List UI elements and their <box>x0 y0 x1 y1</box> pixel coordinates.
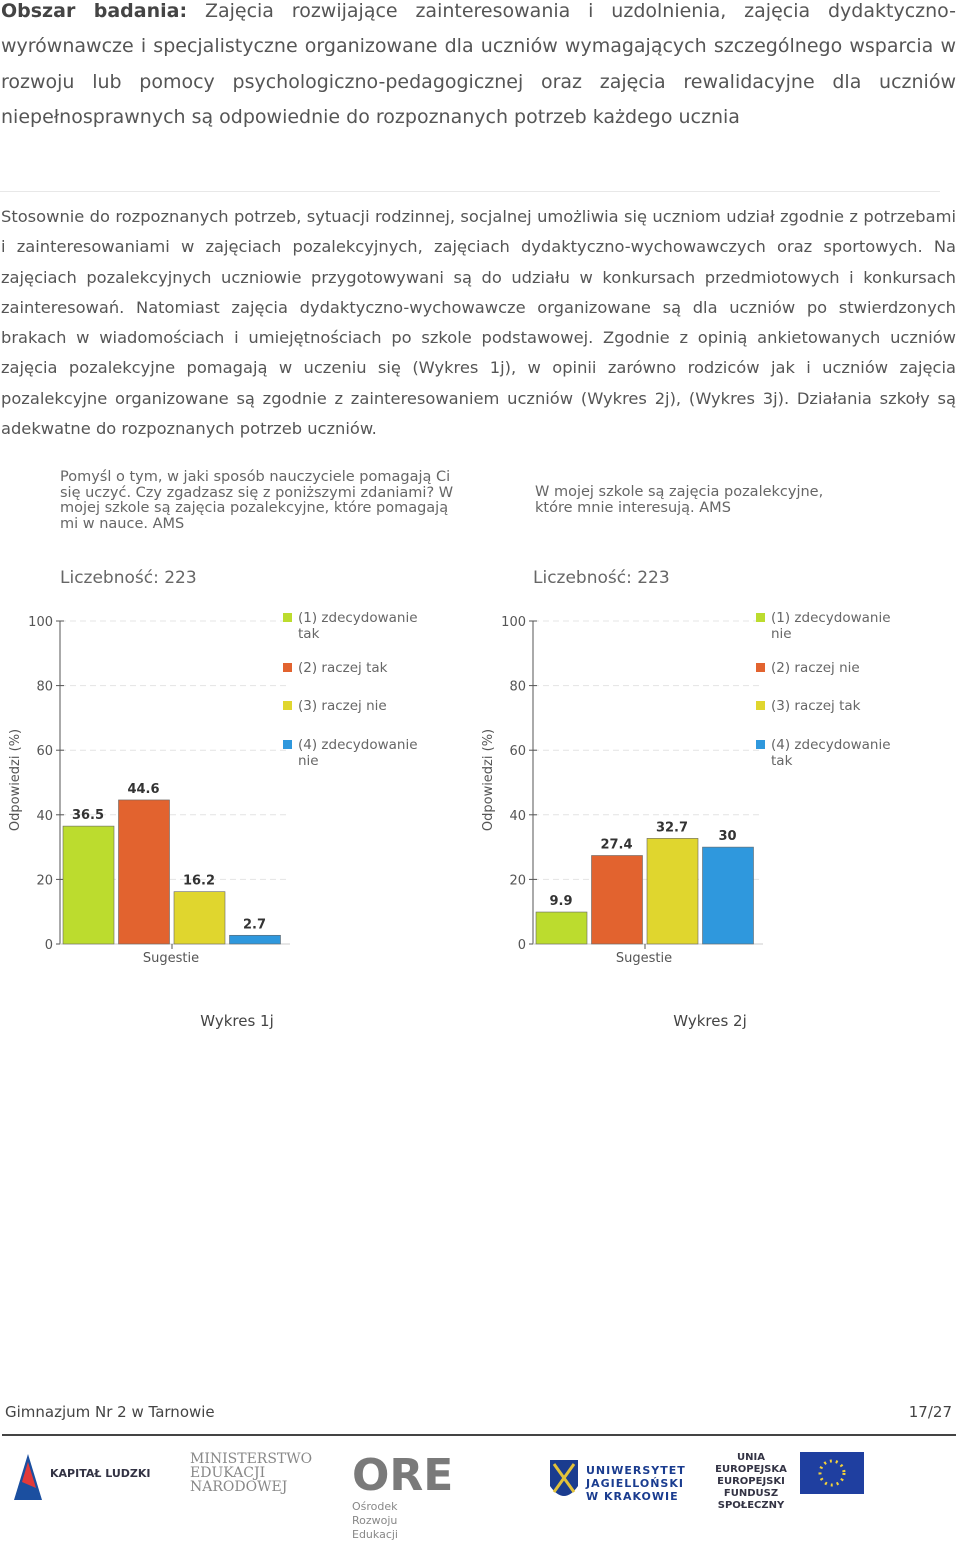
data-label: 9.9 <box>549 894 572 909</box>
data-label: 30 <box>718 829 736 844</box>
y-tick-label: 20 <box>509 873 526 888</box>
y-tick-label: 0 <box>45 938 53 953</box>
logo-icon <box>14 1454 42 1500</box>
footer-page: 17/27 <box>908 1403 952 1421</box>
logo-text: ORE <box>352 1450 454 1501</box>
legend-item: (2) raczej nie <box>756 660 911 676</box>
logo-text: UNIWERSYTET JAGIELLOŃSKI W KRAKOWIE <box>586 1464 686 1503</box>
logo: UNIWERSYTET JAGIELLOŃSKI W KRAKOWIE <box>548 1452 688 1506</box>
legend-label: (4) zdecydowanie tak <box>771 737 891 769</box>
bar <box>118 799 170 945</box>
data-label: 36.5 <box>72 808 104 823</box>
legend-swatch <box>756 740 765 749</box>
data-label: 27.4 <box>600 837 632 852</box>
legend-label: (1) zdecydowanie tak <box>298 610 418 642</box>
legend-swatch <box>756 701 765 710</box>
logo: KAPITAŁ LUDZKI <box>10 1452 170 1502</box>
y-tick-label: 60 <box>36 744 53 759</box>
heading: Obszar badania: Zajęcia rozwijające zain… <box>1 0 956 135</box>
paragraph: Stosownie do rozpoznanych potrzeb, sytua… <box>1 207 956 439</box>
legend-label: (2) raczej tak <box>298 660 388 676</box>
legend-item: (1) zdecydowanie tak <box>283 610 438 642</box>
bar <box>173 891 226 945</box>
legend-item: (4) zdecydowanie tak <box>756 737 911 769</box>
legend-label: (4) zdecydowanie nie <box>298 737 418 769</box>
caption: Wykres 1j <box>200 1012 274 1030</box>
legend-swatch <box>283 613 292 622</box>
y-tick-label: 100 <box>501 615 526 630</box>
chart-title: Pomyśl o tym, w jaki sposób nauczyciele … <box>60 469 454 532</box>
x-axis-label: Sugestie <box>616 951 672 966</box>
legend-swatch <box>283 701 292 710</box>
legend-item: (3) raczej nie <box>283 698 438 714</box>
legend-label: (2) raczej nie <box>771 660 860 676</box>
y-axis-label: Odpowiedzi (%) <box>8 729 23 831</box>
bar <box>646 838 699 945</box>
plot: 0 20 40 60 80 100 9.9 27.4 32.7 30 Sugestie Odpowie… <box>481 615 763 966</box>
legend-label: (3) raczej tak <box>771 698 861 714</box>
legend-swatch <box>283 740 292 749</box>
y-tick-label: 100 <box>28 615 53 630</box>
chart-subtitle: Liczebność: 223 <box>533 568 670 588</box>
logo-text: KAPITAŁ LUDZKI <box>50 1467 151 1480</box>
chart-title: W mojej szkole są zajęcia pozalekcyjne, … <box>535 484 824 516</box>
data-label: 32.7 <box>656 820 688 835</box>
plot: 0 20 40 60 80 100 36.5 44.6 16.2 2.7 Sugestie Odpow… <box>8 615 290 966</box>
chart: W mojej szkole są zajęcia pozalekcyjne, … <box>473 465 953 985</box>
y-tick-label: 40 <box>509 809 526 824</box>
data-label: 2.7 <box>243 917 266 932</box>
heading-label: Obszar badania: <box>1 0 188 22</box>
bar <box>535 911 588 945</box>
bar <box>62 825 115 945</box>
footer-rule <box>2 1434 956 1436</box>
y-axis-label: Odpowiedzi (%) <box>481 729 496 831</box>
bar <box>591 855 643 945</box>
legend-item: (1) zdecydowanie nie <box>756 610 911 642</box>
footer-school: Gimnazjum Nr 2 w Tarnowie <box>5 1403 215 1421</box>
data-label: 16.2 <box>183 874 215 889</box>
bar <box>702 846 754 945</box>
chart-subtitle: Liczebność: 223 <box>60 568 197 588</box>
legend-label: (3) raczej nie <box>298 698 387 714</box>
separator <box>0 191 940 192</box>
y-tick-label: 40 <box>36 809 53 824</box>
eu-flag <box>800 1452 864 1494</box>
legend-item: (2) raczej tak <box>283 660 438 676</box>
x-axis-label: Sugestie <box>143 951 199 966</box>
legend-item: (3) raczej tak <box>756 698 911 714</box>
logo-text: UNIA EUROPEJSKA EUROPEJSKI FUNDUSZ SPOŁE… <box>715 1452 787 1511</box>
logo-text: MINISTERSTWO EDUKACJI NARODOWEJ <box>190 1451 313 1495</box>
chart: Pomyśl o tym, w jaki sposób nauczyciele … <box>0 465 480 985</box>
legend-swatch <box>756 663 765 672</box>
caption: Wykres 2j <box>673 1012 747 1030</box>
legend-label: (1) zdecydowanie nie <box>771 610 891 642</box>
y-tick-label: 80 <box>509 680 526 695</box>
legend-swatch <box>283 663 292 672</box>
legend-swatch <box>756 613 765 622</box>
bar <box>229 934 281 945</box>
logo: ORE Ośrodek Rozwoju Edukacji <box>352 1452 532 1542</box>
logo-icon <box>550 1460 578 1496</box>
y-tick-label: 0 <box>518 938 526 953</box>
y-tick-label: 20 <box>36 873 53 888</box>
legend-item: (4) zdecydowanie nie <box>283 737 438 769</box>
y-tick-label: 60 <box>509 744 526 759</box>
data-label: 44.6 <box>127 782 159 797</box>
heading-text: Zajęcia rozwijające zainteresowania i uz… <box>1 0 956 128</box>
y-tick-label: 80 <box>36 680 53 695</box>
